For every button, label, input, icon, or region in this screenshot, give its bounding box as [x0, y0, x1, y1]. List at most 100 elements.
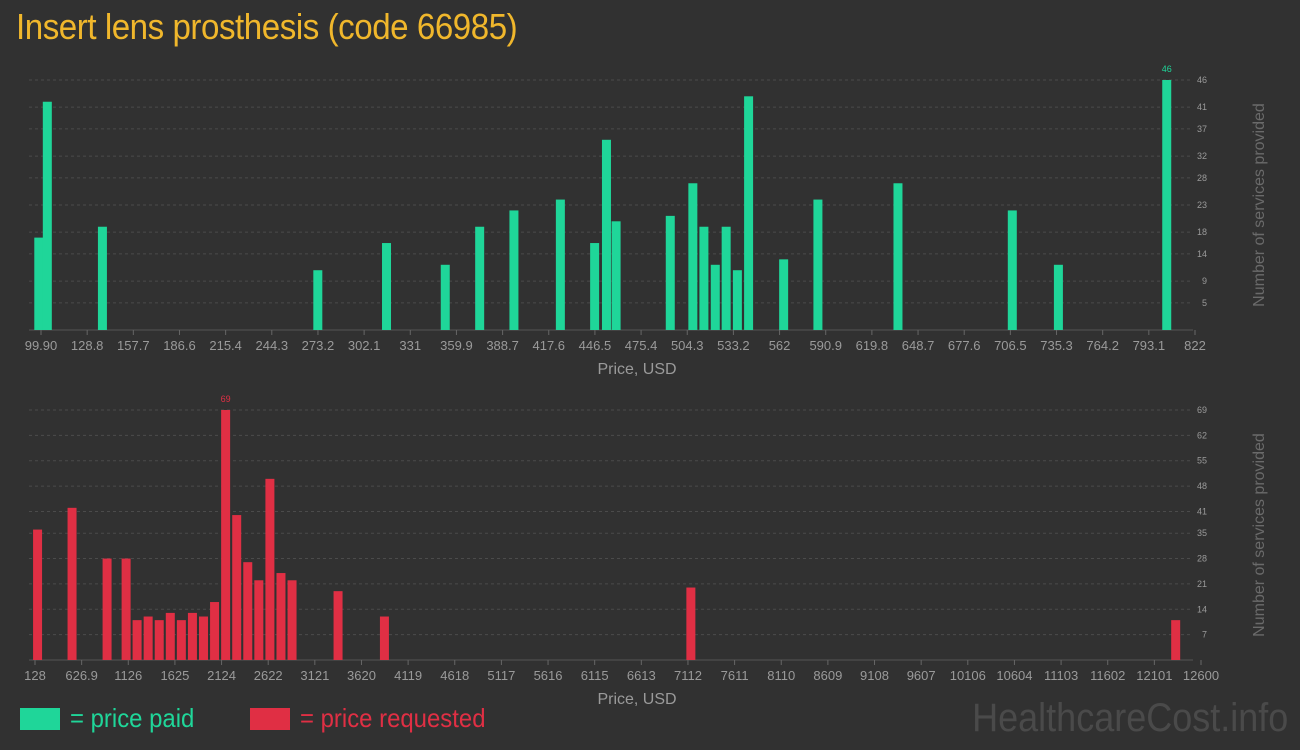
- bar: [102, 558, 112, 660]
- site-watermark: HealthcareCost.info: [971, 696, 1288, 740]
- bar: [143, 616, 153, 660]
- x-tick-label: 5616: [534, 668, 563, 683]
- bar: [509, 210, 519, 330]
- bar: [688, 183, 698, 330]
- y-tick-label: 14: [1197, 604, 1207, 614]
- bar: [721, 226, 731, 330]
- y-tick-label: 18: [1197, 227, 1207, 237]
- bar: [254, 580, 264, 660]
- bar: [779, 259, 789, 330]
- y-tick-label: 28: [1197, 173, 1207, 183]
- bar: [243, 562, 253, 660]
- bar: [33, 529, 43, 660]
- x-tick-label: 1126: [114, 668, 142, 683]
- x-tick-label: 4119: [394, 668, 422, 683]
- bar: [132, 620, 142, 660]
- x-tick-label: 562: [769, 338, 791, 353]
- price-paid-swatch: [20, 707, 60, 730]
- bar: [187, 612, 197, 660]
- price-paid-label: = price paid: [70, 703, 195, 733]
- x-tick-label: 186.6: [163, 338, 196, 353]
- bar: [232, 515, 242, 660]
- x-tick-label: 12101: [1136, 668, 1172, 683]
- x-tick-label: 12600: [1183, 668, 1219, 683]
- x-tick-label: 9108: [860, 668, 889, 683]
- y-tick-label: 9: [1202, 276, 1207, 286]
- legend-price-requested: = price requested: [250, 703, 502, 734]
- bar: [165, 612, 175, 660]
- x-tick-label: 157.7: [117, 338, 150, 353]
- y-tick-label: 23: [1197, 200, 1207, 210]
- bar: [710, 264, 720, 330]
- x-tick-label: 8110: [767, 668, 795, 683]
- bar: [221, 410, 231, 660]
- x-tick-label: 7112: [674, 668, 702, 683]
- x-tick-label: 244.3: [256, 338, 289, 353]
- bar: [1007, 210, 1017, 330]
- x-tick-label: 417.6: [532, 338, 565, 353]
- x-tick-label: 735.3: [1040, 338, 1073, 353]
- bar: [198, 616, 208, 660]
- bar: [440, 264, 450, 330]
- x-tick-label: 1625: [160, 668, 189, 683]
- x-tick-label: 6115: [581, 668, 609, 683]
- bar: [744, 96, 754, 330]
- bar: [42, 101, 52, 330]
- x-tick-label: 4618: [440, 668, 469, 683]
- bar: [121, 558, 131, 660]
- bar: [97, 226, 107, 330]
- bar: [893, 183, 903, 330]
- x-tick-label: 533.2: [717, 338, 750, 353]
- x-tick-label: 764.2: [1086, 338, 1119, 353]
- bar: [382, 243, 392, 330]
- x-tick-label: 302.1: [348, 338, 381, 353]
- x-tick-label: 2622: [254, 668, 283, 683]
- y-tick-label: 46: [1197, 75, 1207, 85]
- bar: [265, 478, 275, 660]
- x-tick-label: 11103: [1044, 668, 1078, 683]
- x-tick-label: 706.5: [994, 338, 1027, 353]
- x-tick-label: 446.5: [579, 338, 612, 353]
- y-tick-label: 48: [1197, 481, 1207, 491]
- x-tick-label: 128.8: [71, 338, 104, 353]
- bar: [67, 507, 77, 660]
- y-tick-label: 32: [1197, 151, 1207, 161]
- y-tick-label: 37: [1197, 124, 1207, 134]
- page-title: Insert lens prosthesis (code 66985): [16, 6, 518, 47]
- bar: [1162, 80, 1172, 330]
- y-tick-label: 14: [1197, 249, 1207, 259]
- bar: [813, 199, 823, 330]
- bar: [1053, 264, 1063, 330]
- price-paid-chart: 5 9 14 18 23 28 32 37 41 46 99.90 128.8 157.7 186.6 21…: [25, 64, 1268, 378]
- bar: [611, 221, 621, 330]
- bar: [176, 620, 186, 660]
- bar: [379, 616, 389, 660]
- y-tick-label: 62: [1197, 430, 1207, 440]
- y-tick-label: 28: [1197, 554, 1207, 564]
- bar: [686, 587, 696, 660]
- y-tick-label: 55: [1197, 456, 1207, 466]
- x-tick-label: 590.9: [809, 338, 842, 353]
- x-tick-label: 99.90: [25, 338, 58, 353]
- bar: [313, 270, 323, 330]
- bar: [475, 226, 485, 330]
- max-value-label: 46: [1162, 64, 1172, 74]
- x-tick-label: 10604: [996, 668, 1032, 683]
- bar: [601, 139, 611, 330]
- x-tick-label: 9607: [907, 668, 936, 683]
- bar: [732, 270, 742, 330]
- bar: [590, 243, 600, 330]
- x-axis-title: Price, USD: [597, 691, 676, 708]
- y-tick-label: 21: [1197, 579, 1207, 589]
- bar: [276, 573, 286, 660]
- x-tick-label: 677.6: [948, 338, 981, 353]
- x-tick-label: 273.2: [302, 338, 335, 353]
- x-tick-label: 7611: [721, 668, 749, 683]
- x-tick-label: 2124: [207, 668, 236, 683]
- x-tick-label: 10106: [950, 668, 986, 683]
- bar: [287, 580, 297, 660]
- bar: [154, 620, 164, 660]
- x-tick-label: 648.7: [902, 338, 935, 353]
- max-value-label: 69: [221, 394, 231, 404]
- x-tick-label: 3620: [347, 668, 376, 683]
